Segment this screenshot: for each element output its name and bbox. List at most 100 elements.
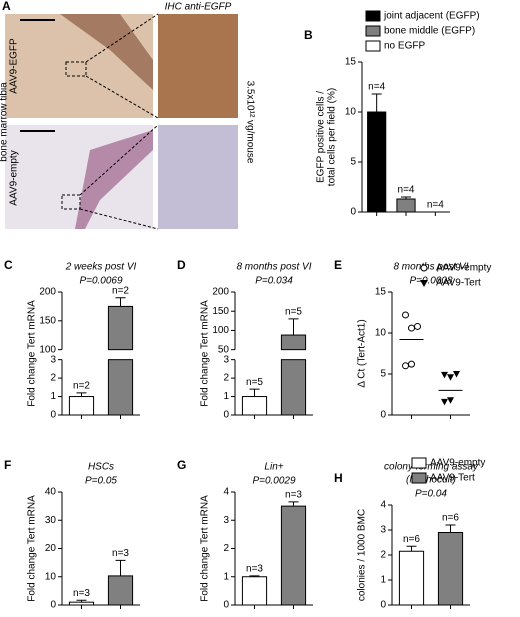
panel-title: 2 weeks post VI	[65, 262, 137, 273]
error-bar	[115, 559, 126, 576]
y-axis-label: Fold change Tert mRNA	[200, 495, 211, 602]
p-value: P=0.0029	[252, 476, 296, 487]
panel-title: 8 months post VI	[236, 262, 311, 273]
bar	[107, 359, 134, 416]
y-tick-label: 0	[380, 600, 386, 611]
error-bar	[445, 524, 456, 533]
n-label: n=6	[403, 534, 420, 545]
p-value: P=0.04	[415, 489, 447, 500]
y-axis-label: Fold change Tert mRNA	[27, 300, 38, 407]
y-tick-label: 200	[39, 287, 56, 298]
zoom-line	[79, 208, 159, 230]
bar	[241, 576, 268, 606]
point	[402, 362, 409, 370]
y-axis-label: total cells per field (%)	[327, 88, 338, 186]
legend-label: AAV9-Tert	[430, 473, 475, 484]
legend-marker	[420, 264, 428, 272]
panel-letter: E	[334, 258, 342, 272]
error-bar	[288, 501, 299, 507]
point	[402, 311, 409, 319]
panel-letter: C	[4, 258, 13, 272]
y-tick-label: 10	[345, 107, 357, 118]
y-tick-label: 100	[212, 325, 229, 336]
point	[441, 371, 448, 379]
n-label: n=5	[246, 377, 263, 388]
bar	[68, 601, 95, 606]
zoom-line	[85, 75, 159, 119]
dose-label: 3.5x10¹² vg/mouse	[244, 81, 255, 164]
zoom-line	[85, 13, 159, 63]
panel-letter: A	[2, 0, 11, 13]
y-tick-label: 3	[223, 354, 229, 365]
n-label: n=4	[368, 82, 385, 93]
legend-swatch	[365, 25, 381, 37]
panel-letter: F	[4, 458, 11, 472]
bar	[437, 532, 464, 606]
n-label: n=4	[427, 200, 444, 211]
panel-title: colony forming assay	[384, 462, 479, 473]
legend-swatch	[365, 10, 381, 22]
n-label: n=2	[73, 381, 90, 392]
y-tick-label: 15	[375, 287, 387, 298]
y-axis-label: Δ Ct (Tert-Act1)	[357, 319, 368, 387]
y-tick-label: 0	[223, 410, 229, 421]
bar	[68, 396, 95, 416]
n-label: n=2	[112, 285, 129, 296]
error-bar	[288, 318, 299, 336]
n-label: n=3	[112, 548, 129, 559]
bar	[107, 575, 134, 606]
point	[447, 397, 454, 404]
micrograph-zoom	[158, 125, 238, 229]
legend-marker	[420, 280, 428, 287]
tissue	[75, 130, 153, 229]
side-label: bone marrow tibia	[0, 82, 10, 162]
n-label: n=5	[285, 307, 302, 318]
y-tick-label: 200	[212, 287, 229, 298]
y-tick-label: 0	[350, 207, 356, 218]
panel-letter: G	[177, 458, 186, 472]
panel-title: HSCs	[88, 462, 114, 473]
point	[408, 324, 415, 332]
legend-label: AAV9-empty	[430, 458, 485, 469]
p-value: P=0.05	[85, 476, 117, 487]
y-tick-label: 0	[223, 600, 229, 611]
error-bar	[401, 196, 411, 199]
row-label: AAV9-empty	[9, 150, 20, 205]
bar	[398, 550, 425, 606]
zoom-box	[65, 61, 87, 77]
row-label: AAV9-EGFP	[9, 38, 20, 94]
y-tick-label: 4	[380, 500, 386, 511]
n-label: n=3	[246, 564, 263, 575]
micrograph-zoom	[158, 14, 238, 118]
y-tick-label: 150	[212, 306, 229, 317]
bar	[280, 334, 307, 351]
point	[414, 322, 421, 330]
panel-title: IHC anti-EGFP	[165, 2, 232, 13]
legend-label: AAV9-empty	[436, 263, 491, 274]
p-value: P=0.034	[255, 276, 293, 287]
panel-letter: B	[304, 28, 313, 42]
point	[441, 398, 448, 406]
y-tick-label: 100	[39, 344, 56, 355]
legend-swatch	[411, 457, 427, 469]
bar	[396, 198, 416, 213]
y-tick-label: 2	[223, 543, 229, 554]
y-tick-label: 150	[39, 315, 56, 326]
p-value: P=0.0008	[409, 276, 453, 287]
y-tick-label: 15	[345, 57, 357, 68]
y-tick-label: 2	[223, 373, 229, 384]
error-bar	[249, 388, 260, 397]
point	[453, 371, 460, 378]
error-bar	[371, 93, 382, 112]
bar	[280, 505, 307, 606]
y-tick-label: 30	[45, 515, 57, 526]
panel-title: Lin+	[264, 462, 283, 473]
error-bar	[76, 392, 87, 397]
error-bar	[406, 545, 417, 552]
legend-label: AAV9-Tert	[436, 278, 481, 289]
n-label: n=4	[398, 185, 415, 196]
y-axis-label: EGFP positive cells /	[316, 91, 327, 183]
panel-letter: D	[177, 258, 186, 272]
y-tick-label: 40	[45, 487, 57, 498]
